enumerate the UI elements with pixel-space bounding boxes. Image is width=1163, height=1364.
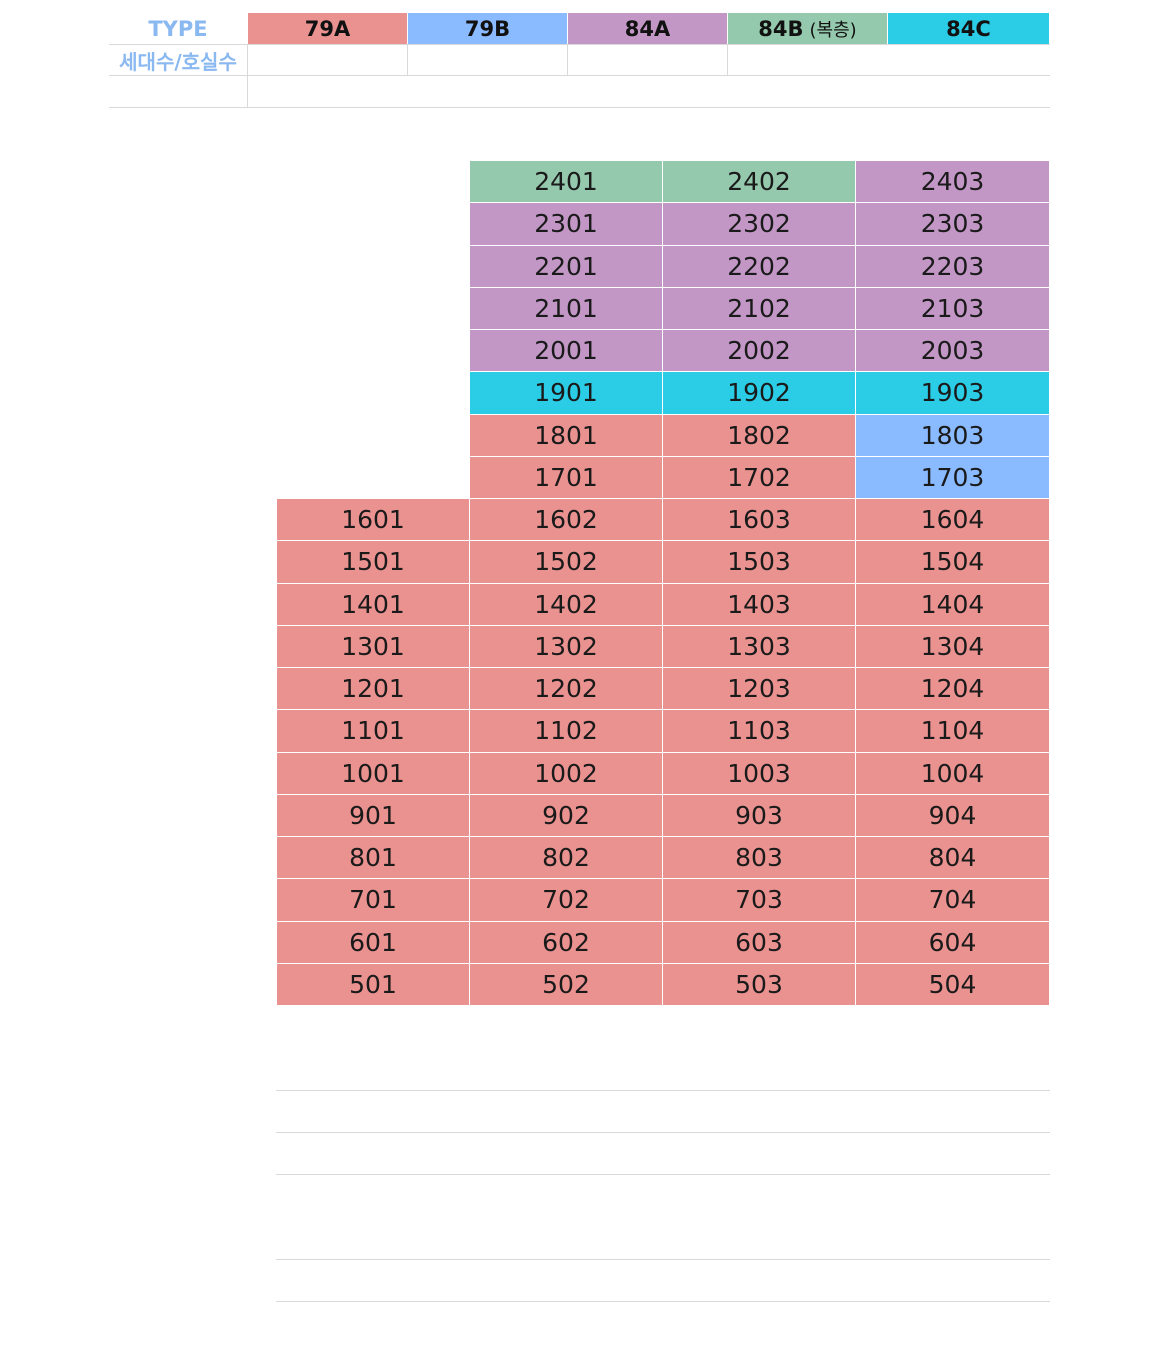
type-name: 84C: [946, 16, 991, 41]
unit-cell: 501: [277, 963, 470, 1006]
legend-divider: [247, 44, 248, 107]
unit-cell: 1903: [856, 372, 1050, 415]
unit-cell: 902: [470, 794, 663, 837]
unit-cell: 502: [470, 963, 663, 1006]
unit-cell: 701: [277, 879, 470, 922]
unit-cell: 1003: [663, 752, 856, 795]
unit-cell: 604: [856, 921, 1050, 964]
unit-cell: 2402: [663, 161, 856, 204]
unit-cell: 1403: [663, 583, 856, 626]
unit-cell: 1002: [470, 752, 663, 795]
unit-cell: 2103: [856, 287, 1050, 330]
unit-cell: 2201: [470, 245, 663, 288]
unit-cell: 2002: [663, 330, 856, 373]
unit-cell: 1401: [277, 583, 470, 626]
legend-divider: [727, 44, 728, 75]
unit-cell: 1103: [663, 710, 856, 753]
unit-cell: 702: [470, 879, 663, 922]
unit-cell: 1504: [856, 541, 1050, 584]
legend-divider: [407, 44, 408, 75]
unit-cell: 2003: [856, 330, 1050, 373]
unit-cell: 803: [663, 837, 856, 880]
unit-cell: 1701: [470, 456, 663, 499]
type-legend-84a: 84A: [568, 13, 728, 44]
unit-cell: 1101: [277, 710, 470, 753]
unit-cell: 1601: [277, 499, 470, 542]
unit-cell: 1201: [277, 668, 470, 711]
type-note: (복층): [809, 19, 857, 41]
unit-cell: 1604: [856, 499, 1050, 542]
unit-cell: 1801: [470, 414, 663, 457]
unit-cell: 601: [277, 921, 470, 964]
unit-cell: 802: [470, 837, 663, 880]
unit-cell: 1001: [277, 752, 470, 795]
unit-cell: 1104: [856, 710, 1050, 753]
unit-cell: 603: [663, 921, 856, 964]
legend-divider: [109, 107, 1050, 108]
unit-cell: 2202: [663, 245, 856, 288]
unit-cell: 1102: [470, 710, 663, 753]
unit-cell: 1803: [856, 414, 1050, 457]
type-legend-row: 79A 79B 84A 84B (복층) 84C: [248, 13, 1050, 44]
empty-row-divider: [276, 1090, 1050, 1091]
unit-cell: 1502: [470, 541, 663, 584]
type-legend-79a: 79A: [248, 13, 408, 44]
unit-cell: 901: [277, 794, 470, 837]
unit-cell: 1303: [663, 625, 856, 668]
count-label: 세대수/호실수: [119, 50, 237, 74]
type-name: 79B: [464, 16, 511, 41]
unit-cell: 503: [663, 963, 856, 1006]
unit-cell: 2203: [856, 245, 1050, 288]
unit-cell: 1702: [663, 456, 856, 499]
legend-divider: [567, 44, 568, 75]
unit-cell: 504: [856, 963, 1050, 1006]
unit-cell: 2101: [470, 287, 663, 330]
unit-cell: 1802: [663, 414, 856, 457]
unit-cell: 1703: [856, 456, 1050, 499]
unit-cell: 2301: [470, 203, 663, 246]
legend-divider: [109, 44, 1050, 45]
type-legend-79b: 79B: [408, 13, 568, 44]
unit-cell: 1004: [856, 752, 1050, 795]
unit-cell: 2302: [663, 203, 856, 246]
unit-cell: 1901: [470, 372, 663, 415]
unit-cell: 1202: [470, 668, 663, 711]
unit-cell: 801: [277, 837, 470, 880]
unit-cell: 1501: [277, 541, 470, 584]
unit-cell: 903: [663, 794, 856, 837]
type-legend-84c: 84C: [888, 13, 1050, 44]
unit-cell: 1404: [856, 583, 1050, 626]
unit-cell: 2401: [470, 161, 663, 204]
type-legend-84b: 84B (복층): [728, 13, 888, 44]
legend-divider: [109, 75, 1050, 76]
type-name: 79A: [304, 16, 351, 41]
unit-cell: 2001: [470, 330, 663, 373]
empty-row-divider: [276, 1174, 1050, 1175]
type-label: TYPE: [148, 16, 208, 41]
unit-cell: 1304: [856, 625, 1050, 668]
unit-cell: 1302: [470, 625, 663, 668]
unit-cell: 804: [856, 837, 1050, 880]
unit-cell: 904: [856, 794, 1050, 837]
unit-cell: 2403: [856, 161, 1050, 204]
unit-cell: 2303: [856, 203, 1050, 246]
unit-cell: 602: [470, 921, 663, 964]
unit-cell: 703: [663, 879, 856, 922]
empty-row-divider: [276, 1132, 1050, 1133]
unit-cell: 1902: [663, 372, 856, 415]
empty-row-divider: [276, 1259, 1050, 1260]
unit-cell: 1203: [663, 668, 856, 711]
unit-cell: 1603: [663, 499, 856, 542]
unit-cell: 1204: [856, 668, 1050, 711]
unit-cell: 1402: [470, 583, 663, 626]
unit-cell: 1301: [277, 625, 470, 668]
unit-cell: 2102: [663, 287, 856, 330]
unit-cell: 1602: [470, 499, 663, 542]
type-name: 84A: [624, 16, 671, 41]
type-name: 84B: [758, 16, 804, 41]
unit-cell: 1503: [663, 541, 856, 584]
unit-cell: 704: [856, 879, 1050, 922]
empty-row-divider: [276, 1301, 1050, 1302]
